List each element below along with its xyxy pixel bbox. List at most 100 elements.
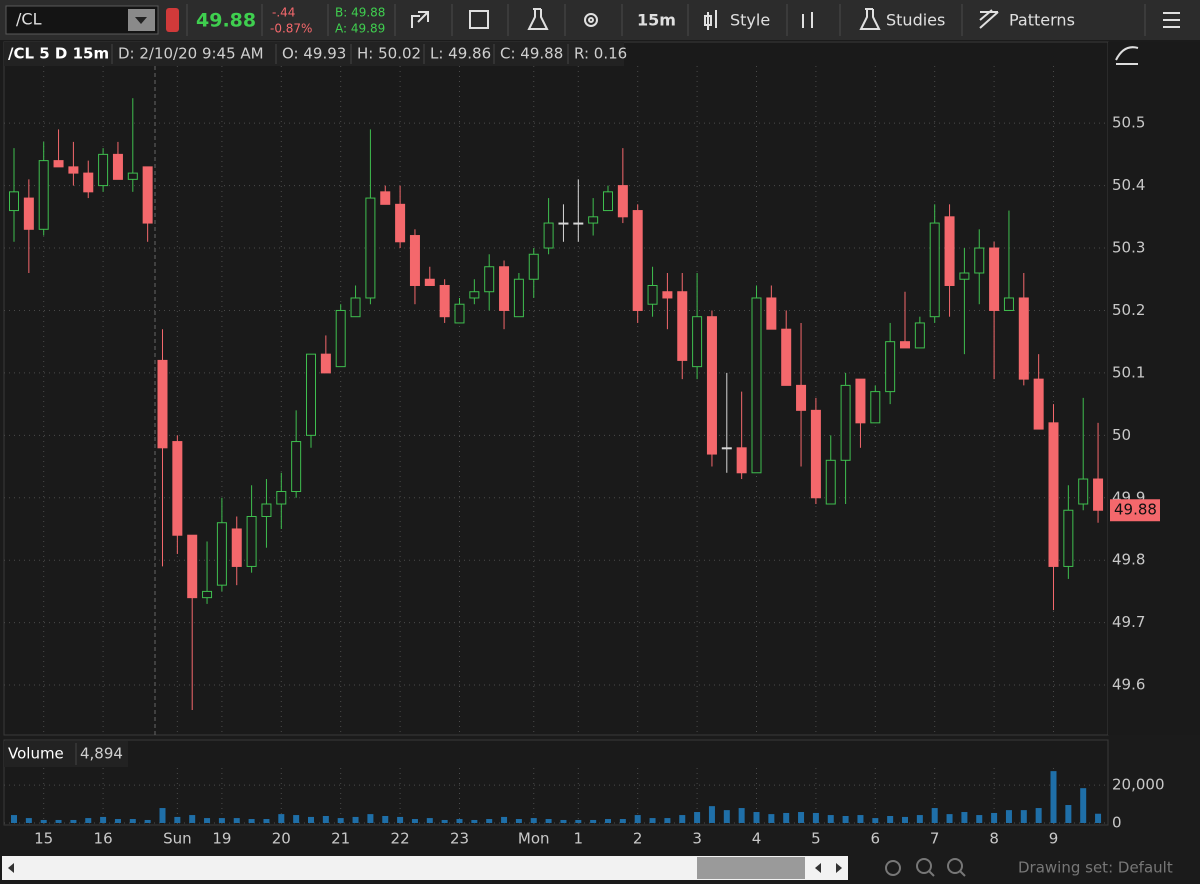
volume-bar xyxy=(367,814,374,823)
volume-bar xyxy=(382,815,389,823)
patterns-button[interactable]: Patterns xyxy=(1009,11,1075,30)
volume-bar xyxy=(812,812,819,823)
candle-body xyxy=(157,359,168,449)
header-bar xyxy=(4,42,624,66)
volume-bar xyxy=(590,819,597,823)
drawing-set[interactable]: Drawing set: Default xyxy=(1018,859,1173,877)
candle-body xyxy=(944,216,955,286)
candle-body xyxy=(439,284,450,318)
candle-body xyxy=(409,235,420,286)
candle-body xyxy=(825,459,836,505)
x-tick-label: Mon xyxy=(518,830,550,848)
volume-bar xyxy=(397,816,404,823)
x-tick-label: Sun xyxy=(163,830,192,848)
studies-button[interactable]: Studies xyxy=(886,11,945,30)
volume-bar xyxy=(619,819,626,823)
alert-icon[interactable] xyxy=(166,8,179,32)
candle-body xyxy=(692,316,703,368)
volume-bar xyxy=(322,815,329,823)
header-date: D: 2/10/20 9:45 AM xyxy=(118,45,264,63)
candle-body xyxy=(543,222,554,249)
candle-body xyxy=(900,341,910,349)
volume-bar xyxy=(55,819,62,823)
zoom-icons[interactable] xyxy=(885,858,966,877)
volume-header xyxy=(4,741,128,767)
candle-body xyxy=(796,384,807,411)
candle-body xyxy=(1003,297,1014,311)
volume-bar xyxy=(11,815,17,823)
candle-body xyxy=(1093,478,1104,511)
candle-body xyxy=(350,297,361,318)
candle-body xyxy=(603,191,613,212)
volume-bar xyxy=(1095,813,1102,823)
y-tick-label: 50.3 xyxy=(1112,239,1145,257)
style-button[interactable]: Style xyxy=(730,11,770,30)
candle-body xyxy=(989,247,1000,311)
x-tick-label: 9 xyxy=(1049,830,1059,848)
candle-body xyxy=(1063,509,1074,567)
volume-bar xyxy=(85,818,92,823)
candle-body xyxy=(380,191,391,205)
volume-bar xyxy=(293,815,300,823)
volume-bar xyxy=(976,815,983,823)
volume-bar xyxy=(1035,808,1042,823)
volume-tick-label: 0 xyxy=(1112,814,1122,832)
volume-bar xyxy=(204,818,211,823)
candle-body xyxy=(974,247,985,274)
candle-body xyxy=(320,353,331,374)
toolbar xyxy=(0,0,1200,40)
volume-bar xyxy=(352,816,359,823)
volume-bar xyxy=(634,815,641,823)
x-tick-label: 3 xyxy=(692,830,702,848)
candle-body xyxy=(677,291,688,361)
candle-body xyxy=(142,166,153,224)
volume-bar xyxy=(857,815,864,823)
volume-bar xyxy=(189,815,196,823)
header-symbol: /CL 5 D 15m xyxy=(8,45,109,63)
volume-bar xyxy=(1050,771,1057,823)
y-tick-label: 50.4 xyxy=(1112,176,1145,194)
candle-body xyxy=(914,322,925,349)
y-tick-label: 49.8 xyxy=(1112,551,1145,569)
period[interactable]: 15m xyxy=(637,11,676,30)
candle-body xyxy=(781,328,792,386)
price-pane xyxy=(3,41,1109,736)
scroll-arrows[interactable] xyxy=(8,863,842,873)
candle-body xyxy=(632,210,643,311)
volume-bar xyxy=(783,812,790,823)
x-tick-label: 7 xyxy=(930,830,940,848)
volume-bar xyxy=(694,812,701,823)
scrollbar-thumb[interactable] xyxy=(697,857,805,879)
volume-bar xyxy=(278,814,285,823)
last-price-label: 49.88 xyxy=(1114,501,1157,519)
volume-bar xyxy=(723,810,730,823)
candle-body xyxy=(959,272,970,280)
volume-bar xyxy=(515,819,522,823)
candle-body xyxy=(454,303,465,324)
toolbar-icons[interactable] xyxy=(411,8,1180,30)
candle-body xyxy=(53,160,64,168)
candle-body xyxy=(721,447,732,450)
candle-body xyxy=(276,491,287,505)
candle-body xyxy=(127,172,138,180)
volume-bar xyxy=(827,815,834,823)
x-tick-label: 16 xyxy=(94,830,113,848)
pane-icon[interactable] xyxy=(1115,46,1139,65)
candle-body xyxy=(83,172,94,193)
volume-bar xyxy=(1080,788,1087,823)
volume-bar xyxy=(411,819,418,823)
header-open: O: 49.93 xyxy=(282,45,346,63)
volume-bar xyxy=(114,819,121,823)
volume-bar xyxy=(991,812,998,823)
candle-body xyxy=(513,278,524,318)
candle-body xyxy=(766,297,777,330)
volume-bar xyxy=(1020,810,1027,823)
volume-bar xyxy=(441,819,448,823)
volume-bar xyxy=(872,818,879,823)
candle-body xyxy=(187,534,198,599)
x-tick-label: 15 xyxy=(34,830,53,848)
last-price: 49.88 xyxy=(196,10,256,32)
x-tick-label: 20 xyxy=(272,830,291,848)
x-tick-label: 23 xyxy=(450,830,469,848)
x-tick-label: 8 xyxy=(989,830,999,848)
